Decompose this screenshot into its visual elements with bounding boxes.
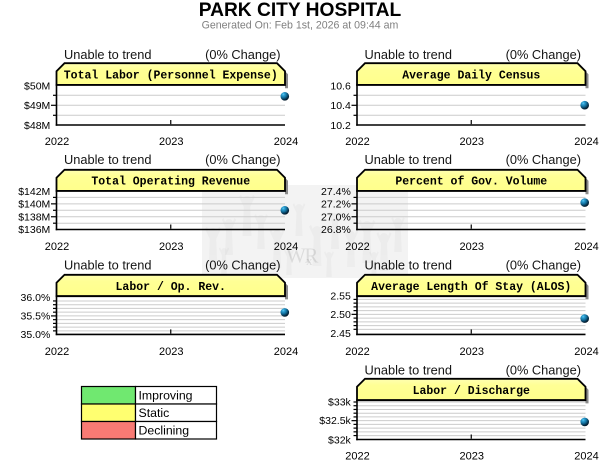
- svg-text:(0% Change): (0% Change): [506, 258, 581, 273]
- svg-text:Generated On: Feb 1st, 2026 at: Generated On: Feb 1st, 2026 at 09:44 am: [202, 20, 399, 32]
- svg-text:(0% Change): (0% Change): [506, 47, 581, 62]
- svg-text:$33k: $33k: [328, 397, 352, 409]
- svg-text:PARK CITY HOSPITAL: PARK CITY HOSPITAL: [199, 0, 402, 21]
- svg-text:35.5%: 35.5%: [21, 311, 51, 323]
- svg-text:36.0%: 36.0%: [21, 292, 51, 304]
- svg-text:$136M: $136M: [18, 224, 50, 236]
- svg-text:2022: 2022: [345, 451, 369, 463]
- svg-text:x: x: [306, 253, 313, 268]
- svg-text:$32k: $32k: [328, 434, 352, 446]
- svg-text:2024: 2024: [574, 136, 598, 148]
- svg-text:2023: 2023: [159, 346, 183, 358]
- svg-text:$32.5k: $32.5k: [319, 415, 351, 427]
- svg-text:10.2: 10.2: [330, 120, 351, 132]
- svg-text:$140M: $140M: [18, 199, 50, 211]
- svg-text:2024: 2024: [574, 346, 598, 358]
- svg-text:$142M: $142M: [18, 186, 50, 198]
- svg-text:2.45: 2.45: [330, 328, 351, 340]
- svg-text:(0% Change): (0% Change): [205, 152, 280, 167]
- svg-text:Average Length Of Stay (ALOS): Average Length Of Stay (ALOS): [371, 281, 571, 294]
- svg-text:27.0%: 27.0%: [321, 212, 351, 224]
- svg-text:2023: 2023: [460, 346, 484, 358]
- svg-text:$48M: $48M: [24, 120, 50, 132]
- svg-text:Labor / Op. Rev.: Labor / Op. Rev.: [116, 281, 226, 294]
- svg-text:2023: 2023: [460, 241, 484, 253]
- svg-text:Static: Static: [139, 406, 170, 420]
- svg-text:Unable to trend: Unable to trend: [365, 152, 453, 167]
- svg-text:2023: 2023: [460, 136, 484, 148]
- svg-text:$50M: $50M: [24, 81, 50, 93]
- svg-text:2022: 2022: [345, 136, 369, 148]
- svg-text:Unable to trend: Unable to trend: [64, 47, 152, 62]
- svg-text:WR: WR: [286, 244, 318, 268]
- svg-text:Unable to trend: Unable to trend: [64, 152, 152, 167]
- svg-text:2024: 2024: [274, 241, 298, 253]
- svg-text:2023: 2023: [460, 451, 484, 463]
- svg-text:Total Labor (Personnel Expense: Total Labor (Personnel Expense): [64, 69, 278, 82]
- svg-text:Unable to trend: Unable to trend: [64, 258, 152, 273]
- svg-text:2024: 2024: [274, 346, 298, 358]
- svg-text:2024: 2024: [574, 241, 598, 253]
- svg-text:Unable to trend: Unable to trend: [365, 47, 453, 62]
- svg-text:27.4%: 27.4%: [321, 186, 351, 198]
- svg-text:(0% Change): (0% Change): [506, 363, 581, 378]
- svg-text:Labor / Discharge: Labor / Discharge: [413, 385, 530, 398]
- svg-text:Unable to trend: Unable to trend: [365, 258, 453, 273]
- svg-text:2024: 2024: [574, 451, 598, 463]
- svg-text:2023: 2023: [159, 136, 183, 148]
- svg-text:2022: 2022: [345, 241, 369, 253]
- svg-text:Declining: Declining: [139, 423, 190, 437]
- svg-text:Percent of Gov. Volume: Percent of Gov. Volume: [395, 176, 547, 189]
- svg-text:2022: 2022: [45, 346, 69, 358]
- svg-text:10.4: 10.4: [330, 100, 351, 112]
- svg-text:$49M: $49M: [24, 100, 50, 112]
- svg-text:2.55: 2.55: [330, 291, 351, 303]
- svg-text:2023: 2023: [159, 241, 183, 253]
- svg-text:(0% Change): (0% Change): [205, 258, 280, 273]
- svg-text:Total Operating Revenue: Total Operating Revenue: [91, 176, 250, 189]
- svg-text:2.50: 2.50: [330, 309, 351, 321]
- svg-text:2022: 2022: [45, 136, 69, 148]
- svg-text:$138M: $138M: [18, 212, 50, 224]
- svg-text:35.0%: 35.0%: [21, 329, 51, 341]
- svg-text:10.6: 10.6: [330, 81, 351, 93]
- svg-text:Improving: Improving: [139, 388, 193, 402]
- svg-text:Unable to trend: Unable to trend: [365, 363, 453, 378]
- svg-text:26.8%: 26.8%: [321, 224, 351, 236]
- svg-text:27.2%: 27.2%: [321, 199, 351, 211]
- svg-text:2022: 2022: [345, 346, 369, 358]
- svg-text:(0% Change): (0% Change): [205, 47, 280, 62]
- svg-text:Average Daily Census: Average Daily Census: [402, 69, 540, 82]
- svg-text:(0% Change): (0% Change): [506, 152, 581, 167]
- svg-text:2022: 2022: [45, 241, 69, 253]
- svg-text:2024: 2024: [274, 136, 298, 148]
